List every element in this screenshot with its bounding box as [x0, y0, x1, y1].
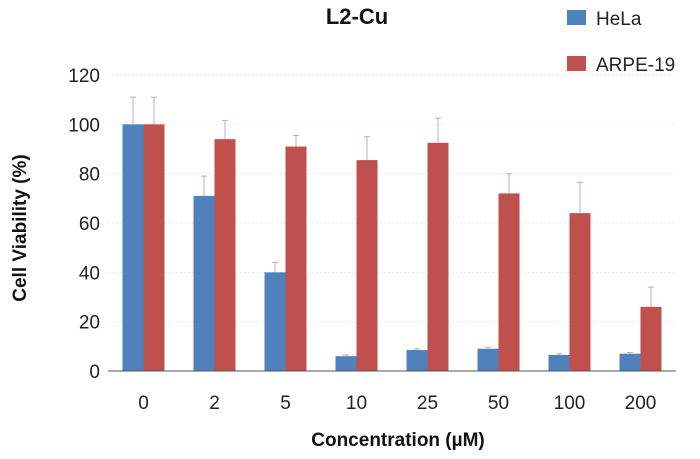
x-tick-label: 0	[138, 393, 149, 414]
bar-hela-25	[406, 350, 428, 371]
legend-label: HeLa	[596, 9, 642, 30]
y-tick-label: 40	[79, 263, 100, 284]
chart-title: L2-Cu	[326, 4, 388, 29]
bar-hela-100	[548, 354, 570, 371]
bar-hela-0	[122, 124, 144, 371]
y-tick-label: 80	[79, 165, 100, 186]
bar-hela-10	[335, 356, 357, 371]
bars	[122, 124, 662, 371]
x-tick-label: 5	[280, 393, 291, 414]
bar-arpe-19-5	[285, 146, 307, 371]
error-bars	[130, 96, 654, 357]
x-tick-label: 2	[209, 393, 220, 414]
y-tick-label: 100	[68, 115, 100, 136]
y-axis-title: Cell Viability (%)	[10, 154, 31, 301]
bar-hela-50	[477, 348, 499, 371]
legend-swatch	[567, 56, 586, 71]
legend-label: ARPE-19	[596, 55, 675, 76]
bar-arpe-19-50	[498, 193, 520, 371]
bar-hela-200	[619, 353, 641, 371]
x-tick-label: 25	[417, 393, 438, 414]
bar-arpe-19-200	[640, 306, 662, 371]
y-axis-ticks: 0 20 40 60 80 100 120	[68, 66, 100, 383]
x-tick-label: 50	[488, 393, 509, 414]
y-tick-label: 60	[79, 214, 100, 235]
bar-arpe-19-10	[356, 160, 378, 371]
y-tick-label: 0	[89, 362, 100, 383]
bar-arpe-19-2	[214, 139, 236, 371]
y-tick-label: 20	[79, 313, 100, 334]
bar-hela-5	[264, 272, 286, 371]
legend-swatch	[567, 10, 586, 25]
x-axis-ticks: 0 2 5 10 25 50 100 200	[138, 393, 656, 414]
x-axis-title: Concentration (µM)	[311, 430, 485, 451]
x-tick-label: 100	[554, 393, 586, 414]
bar-arpe-19-25	[427, 142, 449, 371]
y-tick-label: 120	[68, 66, 100, 87]
x-tick-label: 10	[346, 393, 367, 414]
bar-hela-2	[193, 195, 215, 371]
bar-arpe-19-0	[143, 124, 165, 371]
legend: HeLa ARPE-19	[567, 9, 675, 76]
gridlines	[108, 74, 676, 323]
bar-arpe-19-100	[569, 213, 591, 371]
x-tick-label: 200	[625, 393, 657, 414]
